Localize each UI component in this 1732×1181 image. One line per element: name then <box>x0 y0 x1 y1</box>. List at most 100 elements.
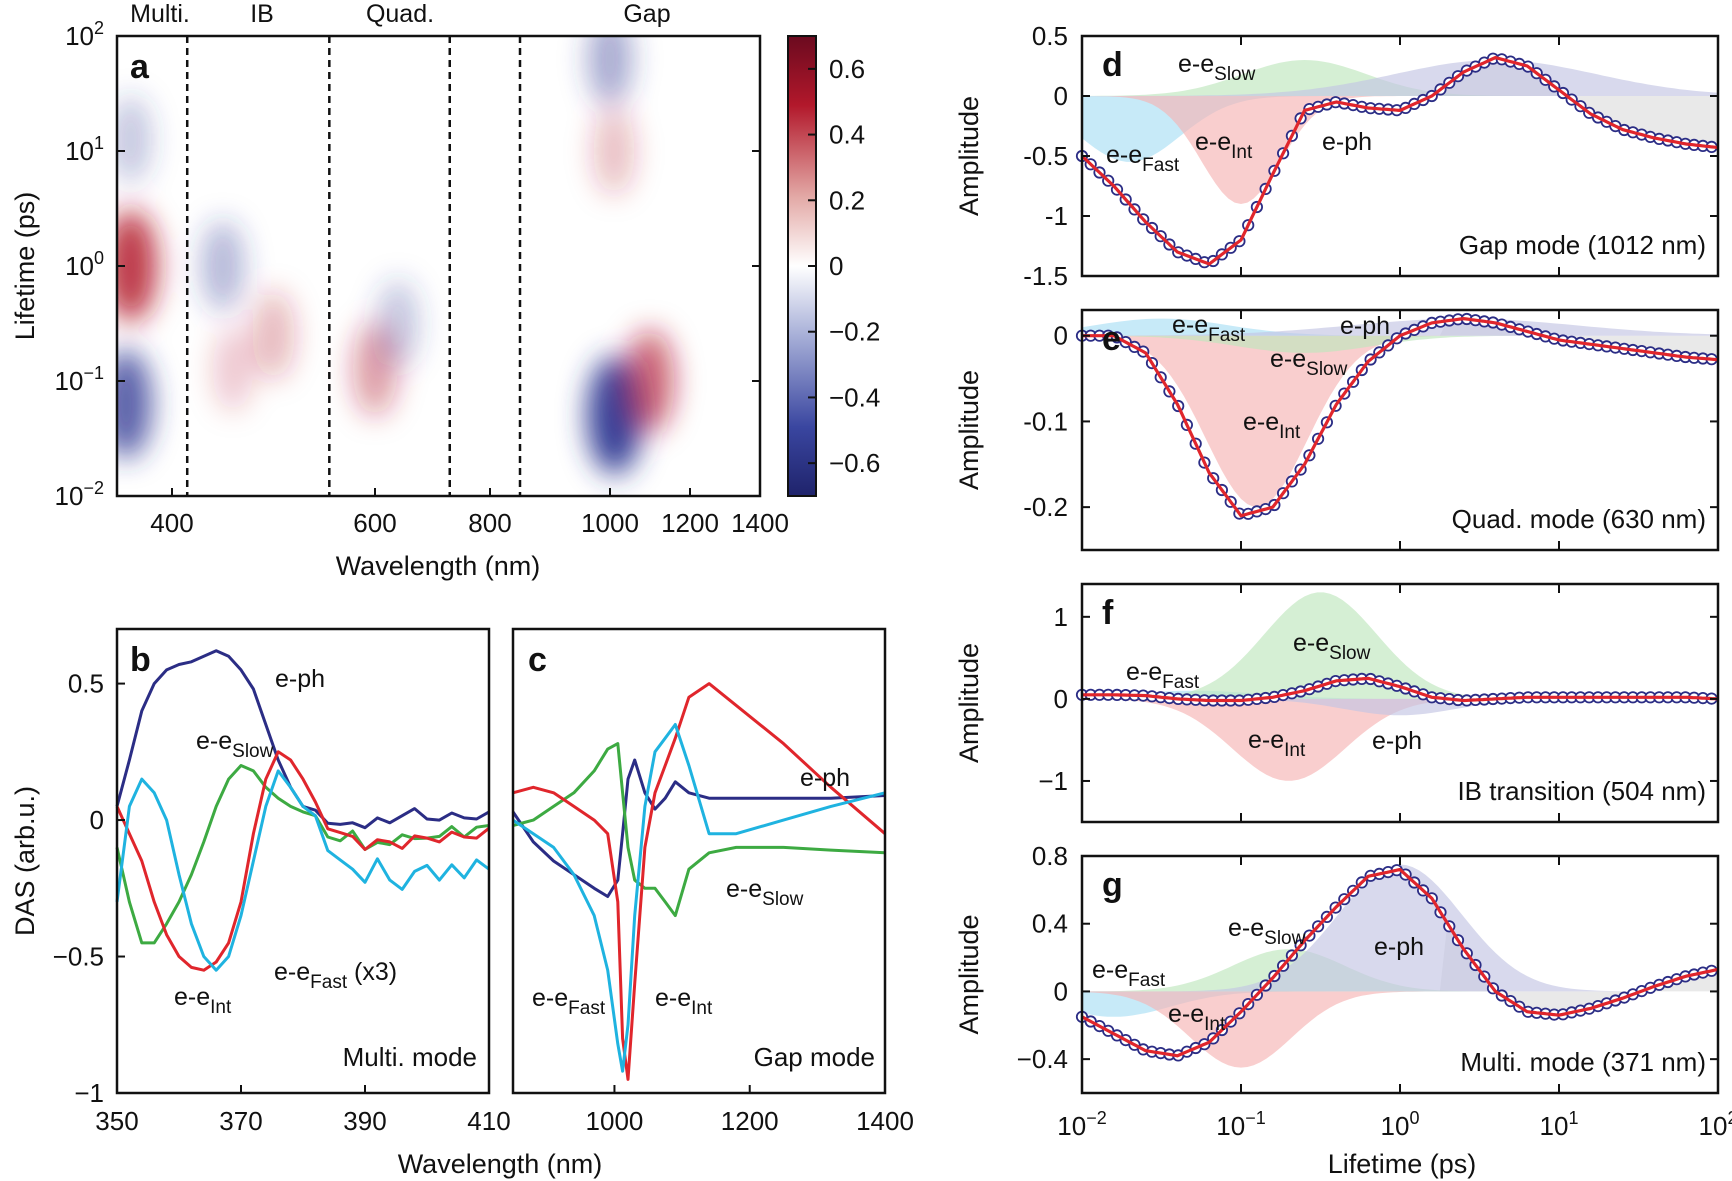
cb-tick-label-3: 0 <box>829 251 843 281</box>
panel-d: d Gap mode (1012 nm) Amplitude 0.5 0 -0.5 -1 -1… <box>954 21 1720 291</box>
panel-d-ytick-label-3: -1 <box>1045 201 1068 231</box>
panel-b-label-eefast: e-eFast (x3) <box>274 958 397 993</box>
region-label-1: IB <box>250 0 274 28</box>
g-xtick-label-0: 10−2 <box>1057 1108 1106 1141</box>
panel-f-component-2 <box>1082 592 1718 699</box>
panel-f-ylabel: Amplitude <box>954 643 984 763</box>
panel-g-ytick-label-1: 0.4 <box>1032 909 1068 939</box>
b-ytick-label-3: −1 <box>74 1078 104 1108</box>
panel-e-ylabel: Amplitude <box>954 370 984 490</box>
panel-b-ylabel: DAS (arb.u.) <box>10 786 40 936</box>
b-lines-series-1 <box>115 764 490 945</box>
panel-f-component-1 <box>1082 698 1718 781</box>
panel-d-ytick-label-1: 0 <box>1054 81 1068 111</box>
a-xtick-label-4: 1200 <box>661 508 719 538</box>
panel-label-d: d <box>1102 46 1123 84</box>
panel-g-ytick-label-0: 0.8 <box>1032 841 1068 871</box>
panel-b-label-eeslow: e-eSlow <box>196 727 274 762</box>
panel-b-mode-label: Multi. mode <box>343 1042 477 1072</box>
panel-b-lines <box>115 649 490 972</box>
panel-g-ylabel: Amplitude <box>954 914 984 1034</box>
panel-b-das-multi: b Multi. mode 350 370 390 410 0.5 0 −0.5 −1 DAS… <box>10 627 511 1136</box>
heatmap-blob-7 <box>377 279 419 368</box>
b-ytick-label-2: −0.5 <box>53 942 104 972</box>
panel-g-label-eefast: e-eFast <box>1092 956 1166 991</box>
a-xtick-label-1: 600 <box>353 508 396 538</box>
panel-g-grey-area <box>1082 920 1718 1017</box>
heatmap-blob-3 <box>201 220 245 312</box>
panel-g: g Multi. mode (371 nm) Amplitude 0.8 0.4 0 −0.… <box>954 841 1732 1141</box>
panel-c-ticks: 1000 1200 1400 <box>586 1085 914 1136</box>
panel-d-ylabel: Amplitude <box>954 96 984 216</box>
b-lines-series-2 <box>115 750 490 972</box>
panel-b-label-eph: e-ph <box>275 665 325 693</box>
panel-e-component-2 <box>1082 335 1718 353</box>
panel-d-label-eefast: e-eFast <box>1106 141 1180 176</box>
panel-f: f IB transition (504 nm) Amplitude 1 0 −1 <box>954 582 1720 824</box>
panel-e: e Quad. mode (630 nm) Amplitude 0 -0.1 -0.2 <box>954 308 1720 552</box>
panel-e-ytick-label-2: -0.2 <box>1023 492 1068 522</box>
panel-e-component-0 <box>1082 318 1718 336</box>
c-lines-series-0 <box>511 758 886 898</box>
g-xtick-label-4: 102 <box>1699 1108 1732 1141</box>
region-boundaries <box>185 36 522 496</box>
c-xtick-label-1: 1200 <box>721 1106 779 1136</box>
panel-g-label-eeint: e-eInt <box>1168 1000 1226 1035</box>
panel-d-component-1 <box>1082 96 1718 204</box>
panel-f-label-eeslow: e-eSlow <box>1293 629 1371 664</box>
b-ytick-label-0: 0.5 <box>68 669 104 699</box>
a-xtick-label-3: 1000 <box>581 508 639 538</box>
cb-tick-label-6: −0.6 <box>829 448 880 478</box>
panel-b-frame <box>115 627 491 1095</box>
panel-a-ylabel: Lifetime (ps) <box>10 192 40 341</box>
panel-a-xlabel: Wavelength (nm) <box>336 551 541 581</box>
panel-e-label-eph: e-ph <box>1340 312 1390 340</box>
b-ytick-label-1: 0 <box>90 805 104 835</box>
panel-bc-xlabel: Wavelength (nm) <box>398 1149 603 1179</box>
panel-c-label-eeint: e-eInt <box>655 984 713 1019</box>
a-xtick-label-0: 400 <box>150 508 193 538</box>
panel-g-ytick-label-3: −0.4 <box>1017 1044 1068 1074</box>
panel-e-label-eeint: e-eInt <box>1243 408 1301 443</box>
region-label-0: Multi. <box>130 0 190 28</box>
panel-label-e: e <box>1102 320 1121 358</box>
c-lines-series-2 <box>512 682 886 1081</box>
c-xtick-label-2: 1400 <box>856 1106 914 1136</box>
region-labels: Multi. IB Quad. Gap <box>130 0 671 28</box>
panel-e-label-eefast: e-eFast <box>1172 311 1246 346</box>
panel-c-frame <box>511 627 887 1095</box>
heatmap-blob-11 <box>625 329 675 433</box>
panel-c-label-eefast: e-eFast <box>532 984 606 1019</box>
panel-g-ytick-label-2: 0 <box>1054 976 1068 1006</box>
panel-g-label-eph: e-ph <box>1374 933 1424 961</box>
panel-f-ytick-label-0: 1 <box>1054 602 1068 632</box>
panel-f-label-eph: e-ph <box>1372 727 1422 755</box>
heatmap-area <box>117 36 760 496</box>
panel-d-label-eeslow: e-eSlow <box>1178 50 1256 85</box>
panel-label-b: b <box>130 641 151 679</box>
panel-a-heatmap: a Multi. IB Quad. Gap 400 600 800 1000 1200 1400… <box>10 0 880 581</box>
panel-f-mode-label: IB transition (504 nm) <box>1457 776 1706 806</box>
heatmap-blobs <box>117 36 675 475</box>
panel-d-component-0 <box>1082 96 1718 162</box>
heatmap-blob-10 <box>587 36 633 106</box>
b-xtick-label-0: 350 <box>95 1106 138 1136</box>
b-xtick-label-2: 390 <box>343 1106 386 1136</box>
panel-f-label-eefast: e-eFast <box>1126 658 1200 693</box>
panel-b-label-eeint: e-eInt <box>174 983 232 1018</box>
a-ytick-label-2: 100 <box>65 248 104 281</box>
panel-b-ticks: 350 370 390 410 0.5 0 −0.5 −1 <box>53 669 511 1136</box>
g-xtick-label-3: 101 <box>1540 1108 1579 1141</box>
panel-d-mode-label: Gap mode (1012 nm) <box>1459 230 1706 260</box>
heatmap-blob-4 <box>252 290 295 380</box>
b-xtick-label-1: 370 <box>219 1106 262 1136</box>
a-xtick-label-5: 1400 <box>731 508 789 538</box>
panel-d-label-eph: e-ph <box>1322 128 1372 156</box>
heatmap-blob-0 <box>117 210 158 322</box>
panel-d-ytick-label-4: -1.5 <box>1023 261 1068 291</box>
a-ytick-label-1: 101 <box>65 133 104 166</box>
panel-label-f: f <box>1102 594 1114 632</box>
heatmap-blob-9 <box>593 107 635 195</box>
panel-c-mode-label: Gap mode <box>754 1042 875 1072</box>
